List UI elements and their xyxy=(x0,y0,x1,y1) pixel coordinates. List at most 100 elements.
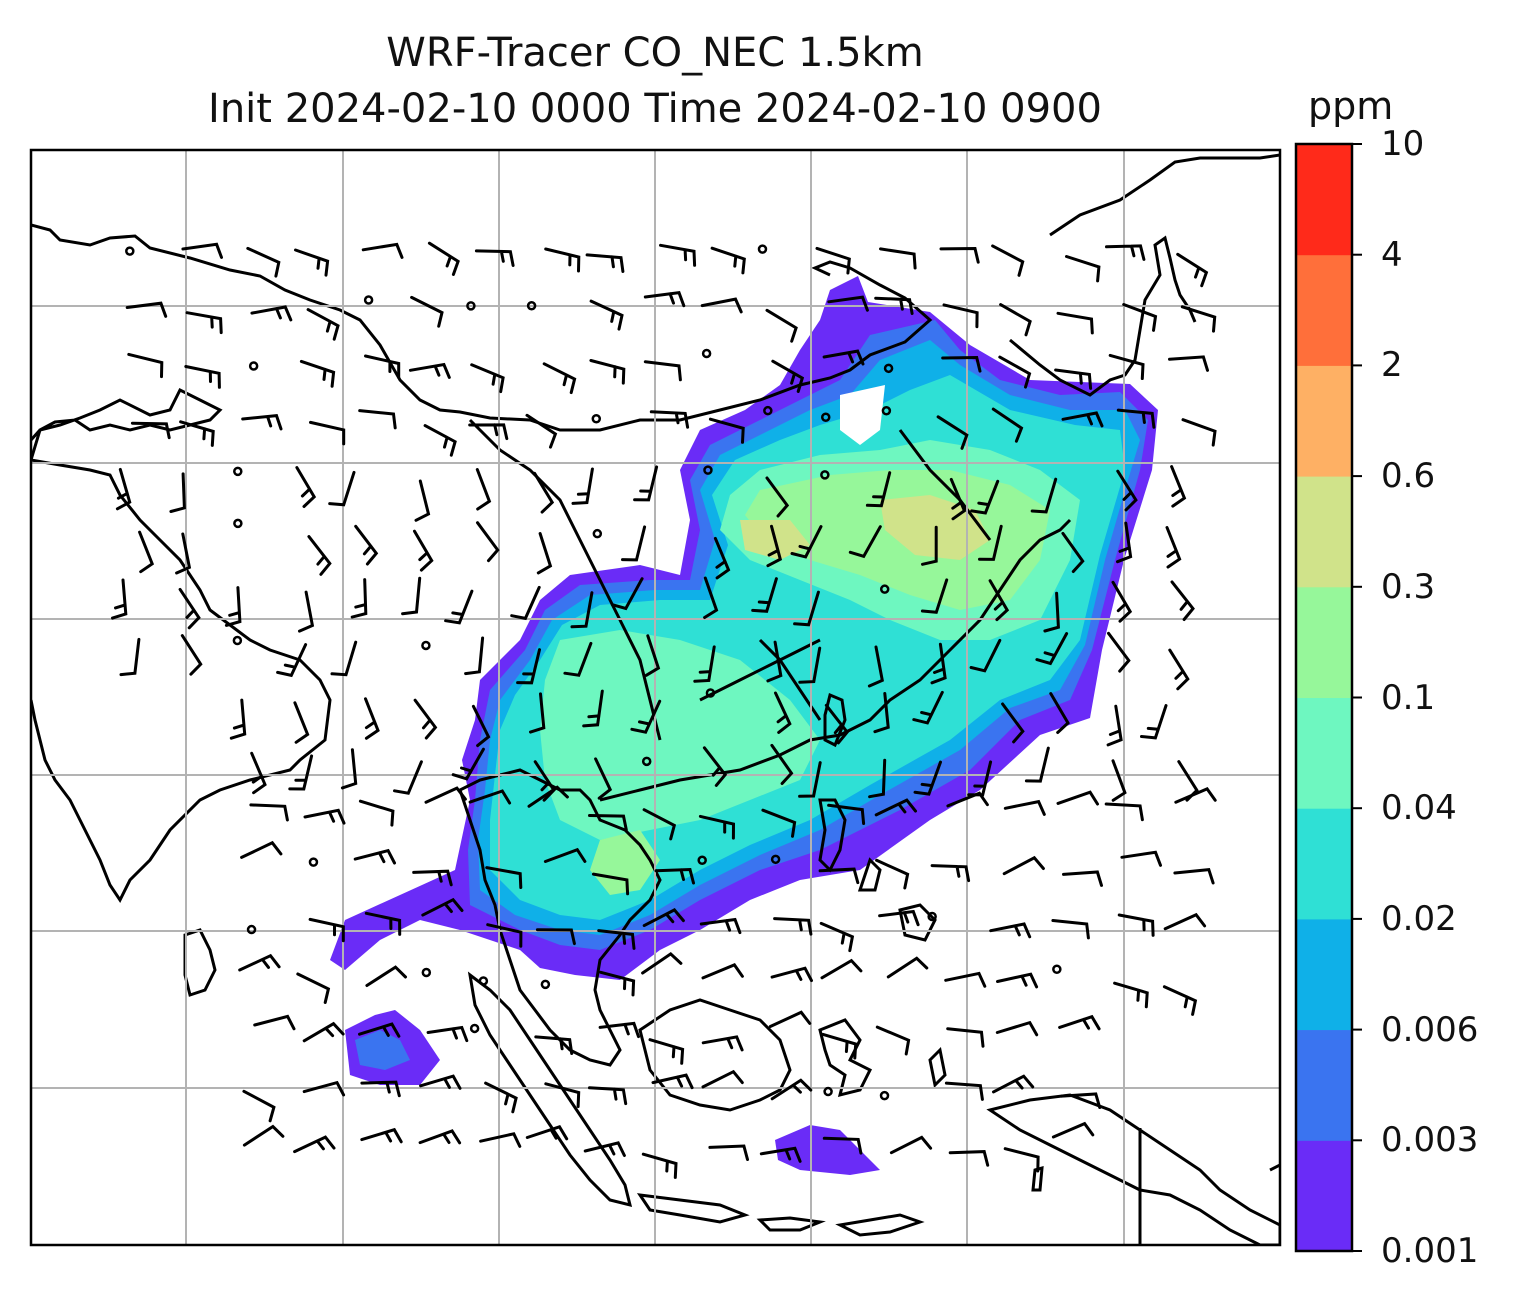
wind-barb xyxy=(250,305,293,322)
wind-barb xyxy=(1116,521,1133,564)
wind-barb xyxy=(533,471,555,514)
wind-barb xyxy=(138,530,155,574)
wind-barb xyxy=(588,1086,628,1106)
wind-barb xyxy=(827,295,869,312)
wind-barb xyxy=(544,1082,581,1108)
wind-barb xyxy=(1002,855,1045,876)
wind-barb xyxy=(419,1074,462,1090)
wind-barb xyxy=(471,704,491,748)
wind-barb xyxy=(773,917,813,936)
wind-barb xyxy=(798,761,822,798)
wind-barb xyxy=(474,249,515,267)
calm-wind-marker xyxy=(823,1086,833,1097)
wind-barb xyxy=(770,966,813,983)
wind-barb xyxy=(424,786,467,804)
coastline-borneo xyxy=(638,998,792,1112)
wind-barb xyxy=(1051,919,1090,940)
wind-barb xyxy=(364,354,401,379)
wind-barb xyxy=(659,243,697,267)
wind-barb xyxy=(444,589,474,625)
wind-barb xyxy=(413,698,438,740)
wind-barb xyxy=(414,479,431,522)
wind-barb xyxy=(412,869,453,887)
wind-barb xyxy=(185,311,223,335)
calm-wind-marker xyxy=(125,246,135,256)
wind-barb xyxy=(790,525,823,559)
wind-barb xyxy=(824,703,850,745)
wind-barb xyxy=(408,362,451,379)
wind-barb xyxy=(1051,1121,1095,1139)
calm-wind-marker xyxy=(701,348,712,359)
wind-barb xyxy=(1107,631,1131,673)
colorbar xyxy=(1294,142,1362,1253)
wind-barb xyxy=(1105,244,1146,261)
wind-barb xyxy=(913,760,942,796)
coastline-northeast xyxy=(1049,153,1280,237)
wind-barb xyxy=(119,637,141,677)
wind-barb xyxy=(302,1080,346,1097)
wind-barb xyxy=(766,524,783,568)
wind-barb xyxy=(771,359,805,393)
map-frame xyxy=(29,148,1282,1247)
wind-barb xyxy=(599,970,636,997)
calm-wind-marker xyxy=(820,470,830,480)
colorbar-tick-label: 0.1 xyxy=(1381,677,1436,718)
wind-barb xyxy=(912,690,944,725)
wind-barb xyxy=(633,465,659,502)
border-china-interior xyxy=(468,418,992,741)
wind-barb xyxy=(698,814,736,840)
wind-barb xyxy=(1116,408,1156,429)
wind-barb xyxy=(1122,303,1158,332)
wind-barb xyxy=(309,420,346,446)
wind-barb xyxy=(944,1081,984,1101)
wind-barb xyxy=(621,525,647,562)
wind-barb xyxy=(365,965,407,987)
wind-barb xyxy=(401,576,422,616)
wind-barb xyxy=(992,1074,1035,1094)
wind-barb xyxy=(643,360,682,382)
colorbar-tick-label: 0.001 xyxy=(1381,1231,1479,1271)
wind-barb xyxy=(288,754,314,791)
wind-barb xyxy=(475,468,492,511)
colorbar-swatch xyxy=(1296,1029,1352,1141)
wind-barb xyxy=(708,1144,749,1161)
wind-barb xyxy=(630,699,662,734)
wind-barb xyxy=(970,479,1000,515)
wind-barb xyxy=(942,303,979,329)
wind-barb xyxy=(1117,913,1155,937)
wind-barb xyxy=(1111,580,1133,623)
wind-barb xyxy=(1003,799,1046,816)
colorbar-swatch xyxy=(1296,586,1352,698)
wind-barb xyxy=(544,247,581,273)
calm-wind-marker xyxy=(540,979,551,990)
wind-barb xyxy=(563,641,593,677)
map-title-line-1: WRF-Tracer CO_NEC 1.5km xyxy=(386,30,924,76)
calm-wind-marker xyxy=(881,406,892,416)
wind-barb xyxy=(479,1132,522,1148)
wind-barb xyxy=(354,524,379,566)
wind-barb xyxy=(827,803,866,825)
coastline-new-guinea xyxy=(986,1093,1280,1245)
wind-barb xyxy=(240,840,283,859)
calm-wind-marker xyxy=(883,363,894,374)
wind-barb xyxy=(873,692,890,734)
wind-barb xyxy=(1116,469,1138,512)
wind-barb xyxy=(423,424,457,457)
coastline-sulawesi xyxy=(818,1018,873,1098)
wind-barb xyxy=(1170,580,1195,621)
colorbar-swatch xyxy=(1296,918,1352,1031)
wind-barb xyxy=(693,645,716,683)
wind-barb xyxy=(941,355,982,373)
wind-barb xyxy=(250,751,267,795)
wind-barb xyxy=(242,1124,285,1147)
wind-barb xyxy=(699,917,742,935)
wind-barb xyxy=(939,246,980,264)
wind-barb xyxy=(1168,355,1209,372)
calm-wind-marker xyxy=(233,466,243,477)
wind-barb xyxy=(886,956,929,979)
wind-barb xyxy=(238,953,281,972)
calm-wind-marker xyxy=(591,413,602,424)
colorbar-tick-label: 0.3 xyxy=(1381,566,1436,607)
wind-barb xyxy=(535,928,576,946)
wind-barb xyxy=(340,748,358,790)
